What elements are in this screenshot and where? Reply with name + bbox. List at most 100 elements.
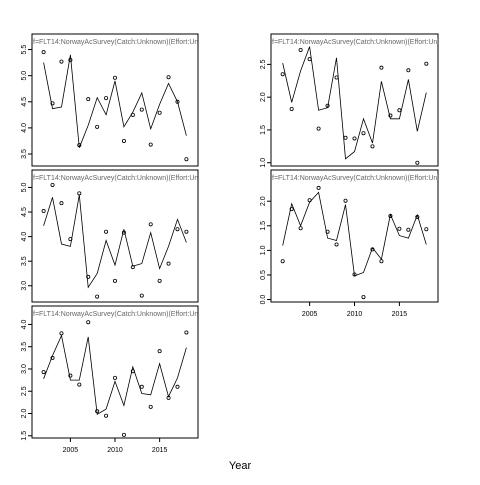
observed-point (95, 124, 100, 129)
y-tick-label: 2.0 (260, 196, 267, 206)
observed-point (388, 213, 393, 218)
observed-point (166, 75, 171, 80)
y-tick-label: 2.0 (260, 92, 267, 102)
panel-4: f=FLT14:NorwayAcSurvey(Catch:Unknown)(Ef… (260, 169, 460, 318)
observed-point (95, 409, 100, 414)
observed-point (157, 278, 162, 283)
observed-point (104, 96, 109, 101)
observed-point (130, 369, 135, 374)
y-tick-label: 1.5 (260, 221, 267, 231)
observed-point (68, 58, 73, 63)
observed-point (95, 294, 100, 299)
y-tick-label: 0.5 (260, 270, 267, 280)
observed-point (307, 198, 312, 203)
x-tick-label: 2015 (392, 311, 408, 318)
y-tick-label: 2.0 (21, 409, 28, 419)
observed-point (139, 293, 144, 298)
observed-point (352, 136, 357, 141)
observed-point (59, 331, 64, 336)
observed-point (166, 395, 171, 400)
observed-point (361, 131, 366, 136)
x-tick-label: 2005 (302, 311, 318, 318)
fitted-line (43, 54, 187, 148)
observed-point (50, 355, 55, 360)
observed-point (424, 61, 429, 66)
x-tick-label: 2015 (152, 447, 168, 454)
y-tick-label: 2.5 (21, 386, 28, 396)
observed-point (334, 75, 339, 80)
y-tick-label: 0.0 (260, 295, 267, 305)
fitted-line (282, 191, 427, 277)
observed-point (325, 229, 330, 234)
y-tick-label: 3.5 (21, 256, 28, 266)
observed-point (424, 227, 429, 232)
panel-frame (31, 33, 199, 167)
y-tick-label: 4.0 (21, 232, 28, 242)
observed-point (113, 278, 118, 283)
observed-point (121, 230, 126, 235)
y-tick-label: 3.0 (21, 281, 28, 291)
observed-point (334, 242, 339, 247)
observed-point (104, 413, 109, 418)
observed-point (68, 237, 73, 242)
observed-point (352, 272, 357, 277)
observed-point (86, 320, 91, 325)
observed-point (77, 191, 82, 196)
observed-point (379, 65, 384, 70)
observed-point (121, 432, 126, 437)
panel-1: f=FLT14:NorwayAcSurvey(Catch:Unknown)(Ef… (21, 33, 199, 167)
panel-2: f=FLT14:NorwayAcSurvey(Catch:Unknown)(Ef… (260, 33, 460, 168)
observed-point (280, 259, 285, 264)
observed-point (148, 142, 153, 147)
observed-point (113, 375, 118, 380)
y-tick-label: 4.0 (21, 319, 28, 329)
observed-point (184, 157, 189, 162)
observed-point (370, 247, 375, 252)
observed-point (325, 103, 330, 108)
observed-point (415, 214, 420, 219)
y-tick-label: 1.5 (260, 125, 267, 135)
strip-label: f=FLT14:NorwayAcSurvey(Catch:Unknown)(Ef… (272, 39, 460, 46)
observed-point (280, 72, 285, 77)
observed-point (175, 227, 180, 232)
observed-point (148, 222, 153, 227)
observed-point (86, 274, 91, 279)
observed-point (343, 135, 348, 140)
observed-point (415, 160, 420, 165)
strip-label: f=FLT14:NorwayAcSurvey(Catch:Unknown)(Ef… (33, 311, 221, 318)
strip-label: f=FLT14:NorwayAcSurvey(Catch:Unknown)(Ef… (272, 175, 460, 182)
y-tick-label: 3.5 (21, 149, 28, 159)
y-tick-label: 3.5 (21, 342, 28, 352)
observed-point (343, 198, 348, 203)
observed-point (41, 209, 46, 214)
panel-frame (31, 305, 199, 439)
fitted-line (43, 194, 187, 289)
observed-point (361, 295, 366, 300)
strip-label: f=FLT14:NorwayAcSurvey(Catch:Unknown)(Ef… (33, 175, 221, 182)
observed-point (86, 97, 91, 102)
panel-3: f=FLT14:NorwayAcSurvey(Catch:Unknown)(Ef… (21, 169, 221, 303)
panel-5: f=FLT14:NorwayAcSurvey(Catch:Unknown)(Ef… (21, 305, 221, 454)
y-tick-label: 4.5 (21, 207, 28, 217)
y-tick-label: 1.5 (21, 431, 28, 441)
observed-point (289, 207, 294, 212)
observed-point (104, 229, 109, 234)
observed-point (68, 373, 73, 378)
observed-point (41, 370, 46, 375)
observed-point (298, 47, 303, 52)
observed-point (406, 68, 411, 73)
y-tick-label: 1.0 (260, 245, 267, 255)
observed-point (50, 182, 55, 187)
y-tick-label: 5.5 (21, 45, 28, 55)
y-tick-label: 2.5 (260, 59, 267, 69)
observed-point (175, 384, 180, 389)
observed-point (175, 99, 180, 104)
y-tick-label: 4.0 (21, 123, 28, 133)
y-tick-label: 5.0 (21, 71, 28, 81)
observed-point (184, 229, 189, 234)
observed-point (121, 138, 126, 143)
x-tick-label: 2005 (63, 447, 79, 454)
observed-point (139, 384, 144, 389)
observed-point (316, 126, 321, 131)
